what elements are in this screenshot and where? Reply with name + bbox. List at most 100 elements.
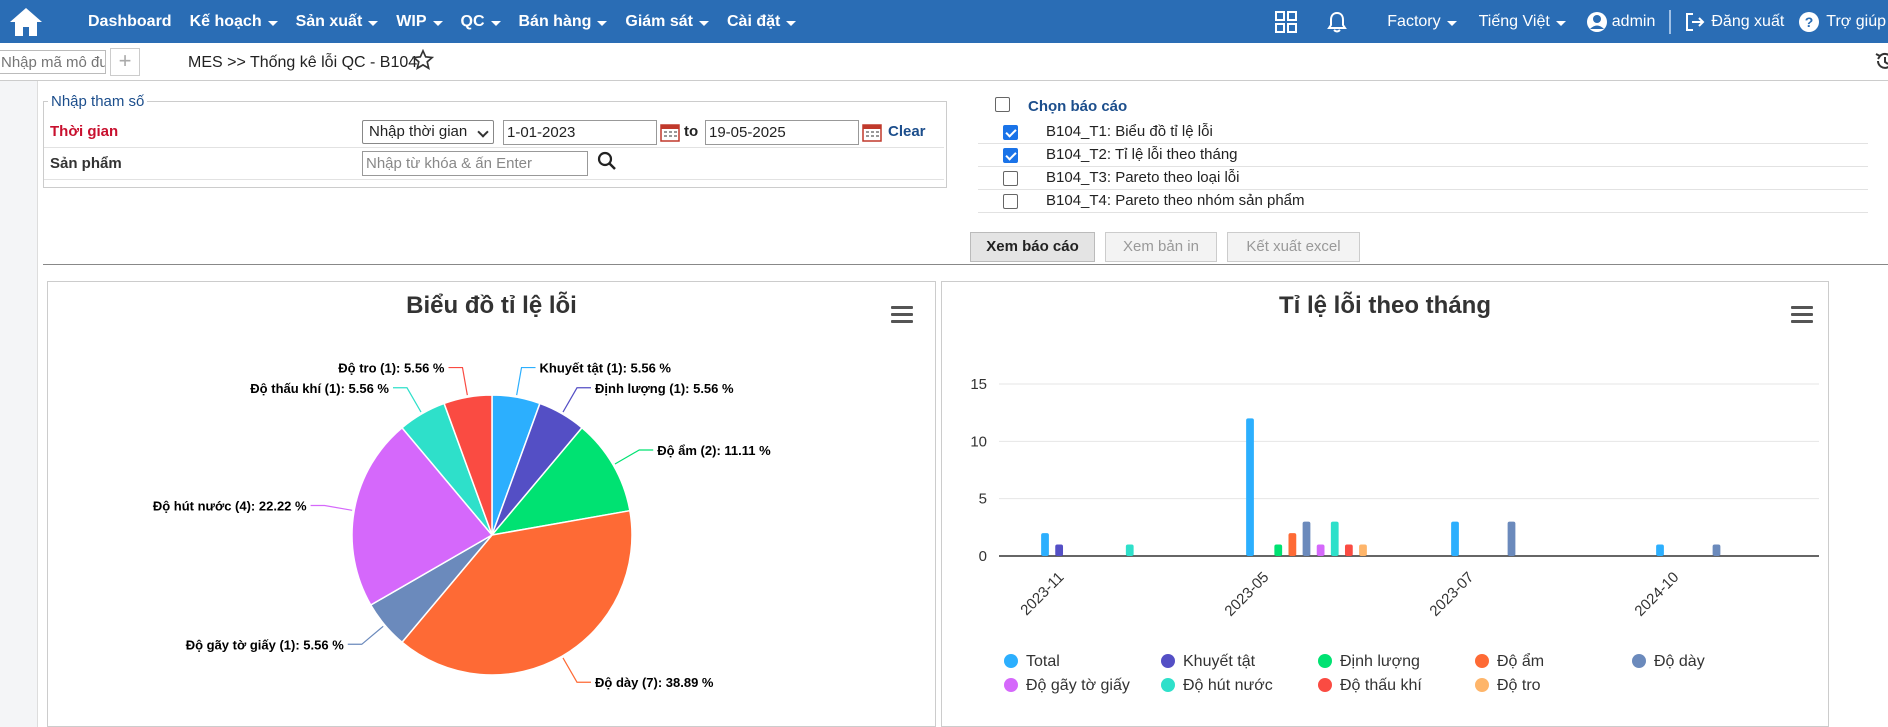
nav-san-xuat[interactable]: Sản xuất <box>296 13 379 31</box>
calendar-icon[interactable] <box>862 122 882 142</box>
logout-label: Đăng xuất <box>1711 12 1785 30</box>
time-mode-value: Nhập thời gian <box>369 123 468 140</box>
bar[interactable] <box>1041 533 1049 556</box>
user-menu: Factory Tiếng Việt admin Đăng xuất ? Trợ… <box>1275 0 1888 43</box>
product-search-input[interactable]: Nhập từ khóa & ấn Enter <box>362 151 588 176</box>
bar[interactable] <box>1288 533 1297 556</box>
report-item-label: B104_T2: Tỉ lệ lỗi theo tháng <box>1046 146 1238 163</box>
calendar-icon[interactable] <box>660 122 680 142</box>
pie-slice[interactable] <box>443 394 493 536</box>
history-icon[interactable] <box>1874 51 1888 71</box>
time-label: Thời gian <box>50 123 119 140</box>
legend-item[interactable]: Độ dày <box>1654 653 1705 670</box>
report-checkbox[interactable] <box>1003 171 1018 186</box>
bar[interactable] <box>1302 521 1311 556</box>
bar[interactable] <box>1125 544 1134 556</box>
bar[interactable] <box>1656 544 1664 556</box>
legend-item[interactable]: Định lượng <box>1340 653 1420 670</box>
bar[interactable] <box>1055 544 1064 556</box>
chart-menu-icon[interactable] <box>891 306 913 324</box>
pie-data-label: Độ dày (7): 38.89 % <box>595 675 714 690</box>
export-excel-button[interactable]: Kết xuất excel <box>1227 232 1360 262</box>
bar[interactable] <box>1359 544 1367 556</box>
print-preview-button[interactable]: Xem bản in <box>1105 232 1217 262</box>
y-tick-label: 5 <box>979 491 987 508</box>
user-account[interactable]: admin <box>1586 11 1656 33</box>
caret-down-icon <box>786 20 797 26</box>
grid-apps-icon[interactable] <box>1275 10 1298 33</box>
caret-down-icon <box>1446 20 1457 26</box>
help-link[interactable]: ? Trợ giúp <box>1798 11 1886 33</box>
pie-connector <box>310 504 353 511</box>
nav-label: Giám sát <box>625 12 693 30</box>
legend-item[interactable]: Độ ẩm <box>1497 652 1544 670</box>
view-report-label: Xem báo cáo <box>986 238 1079 255</box>
nav-ke-hoach[interactable]: Kế hoạch <box>190 13 278 31</box>
factory-dropdown[interactable]: Factory <box>1387 13 1457 31</box>
caret-down-icon <box>597 20 608 26</box>
bar[interactable] <box>1451 521 1459 556</box>
nav-wip[interactable]: WIP <box>396 12 443 31</box>
nav-dashboard[interactable]: Dashboard <box>88 13 172 31</box>
help-circle-icon: ? <box>1799 11 1820 32</box>
legend-swatch <box>1004 678 1018 692</box>
bar-chart-title: Tỉ lệ lỗi theo tháng <box>1279 292 1491 319</box>
bar[interactable] <box>1344 544 1353 556</box>
search-icon[interactable] <box>597 151 617 171</box>
pie-slice[interactable] <box>400 509 633 676</box>
report-select-title: Chọn báo cáo <box>1028 98 1128 115</box>
bar[interactable] <box>1316 544 1325 556</box>
clear-link[interactable]: Clear <box>888 123 926 140</box>
pie-data-label: Độ tro (1): 5.56 % <box>338 361 445 376</box>
bar[interactable] <box>1712 544 1721 556</box>
view-report-button[interactable]: Xem báo cáo <box>970 232 1095 262</box>
chart-menu-icon[interactable] <box>1791 306 1813 324</box>
report-checkbox[interactable] <box>1003 194 1018 209</box>
from-date-value: 1-01-2023 <box>507 124 576 141</box>
bar[interactable] <box>1274 544 1283 556</box>
logout-link[interactable]: Đăng xuất <box>1685 12 1784 32</box>
pie-connector <box>614 449 654 465</box>
legend-item[interactable]: Độ hút nước <box>1183 677 1273 694</box>
nav-label: WIP <box>396 12 427 30</box>
nav-giam-sat[interactable]: Giám sát <box>625 13 709 31</box>
nav-qc[interactable]: QC <box>461 13 501 31</box>
bar[interactable] <box>1246 418 1254 556</box>
module-code-input[interactable] <box>0 50 106 74</box>
to-date-input[interactable]: 19-05-2025 <box>705 120 859 145</box>
report-checkbox[interactable] <box>1003 148 1018 163</box>
add-module-button[interactable]: + <box>110 48 140 76</box>
pie-data-label: Độ hút nước (4): 22.22 % <box>153 498 307 513</box>
star-icon[interactable] <box>412 49 434 71</box>
to-date-value: 19-05-2025 <box>709 124 786 141</box>
select-all-checkbox[interactable] <box>995 97 1010 112</box>
x-tick-label: 2024-10 <box>1631 569 1682 620</box>
bar[interactable] <box>1507 521 1516 556</box>
legend-item[interactable]: Độ gãy tờ giấy <box>1026 677 1130 694</box>
nav-cai-dat[interactable]: Cài đặt <box>727 13 797 31</box>
row-divider <box>44 179 944 180</box>
pie-slice[interactable] <box>351 426 494 607</box>
username: admin <box>1611 12 1656 30</box>
nav-label: QC <box>460 12 485 30</box>
language-dropdown[interactable]: Tiếng Việt <box>1479 13 1566 31</box>
home-icon[interactable] <box>8 6 44 38</box>
nav-label: Dashboard <box>88 12 172 30</box>
bell-icon[interactable] <box>1327 11 1348 33</box>
legend-item[interactable]: Khuyết tật <box>1183 653 1256 670</box>
legend-item[interactable]: Độ tro <box>1497 677 1541 694</box>
time-mode-select[interactable]: Nhập thời gian <box>362 120 494 144</box>
nav-ban-hang[interactable]: Bán hàng <box>519 13 608 31</box>
caret-down-icon <box>1555 20 1566 26</box>
nav-label: Bán hàng <box>518 12 592 30</box>
legend-swatch <box>1004 654 1018 668</box>
legend-item[interactable]: Độ thấu khí <box>1340 677 1422 694</box>
pie-slice[interactable] <box>490 426 631 537</box>
legend-swatch <box>1632 654 1646 668</box>
bar[interactable] <box>1330 521 1339 556</box>
divider <box>1669 9 1672 34</box>
report-checkbox[interactable] <box>1003 125 1018 140</box>
legend-item[interactable]: Total <box>1026 653 1060 670</box>
from-date-input[interactable]: 1-01-2023 <box>503 120 657 145</box>
parameter-legend: Nhập tham số <box>48 93 148 110</box>
